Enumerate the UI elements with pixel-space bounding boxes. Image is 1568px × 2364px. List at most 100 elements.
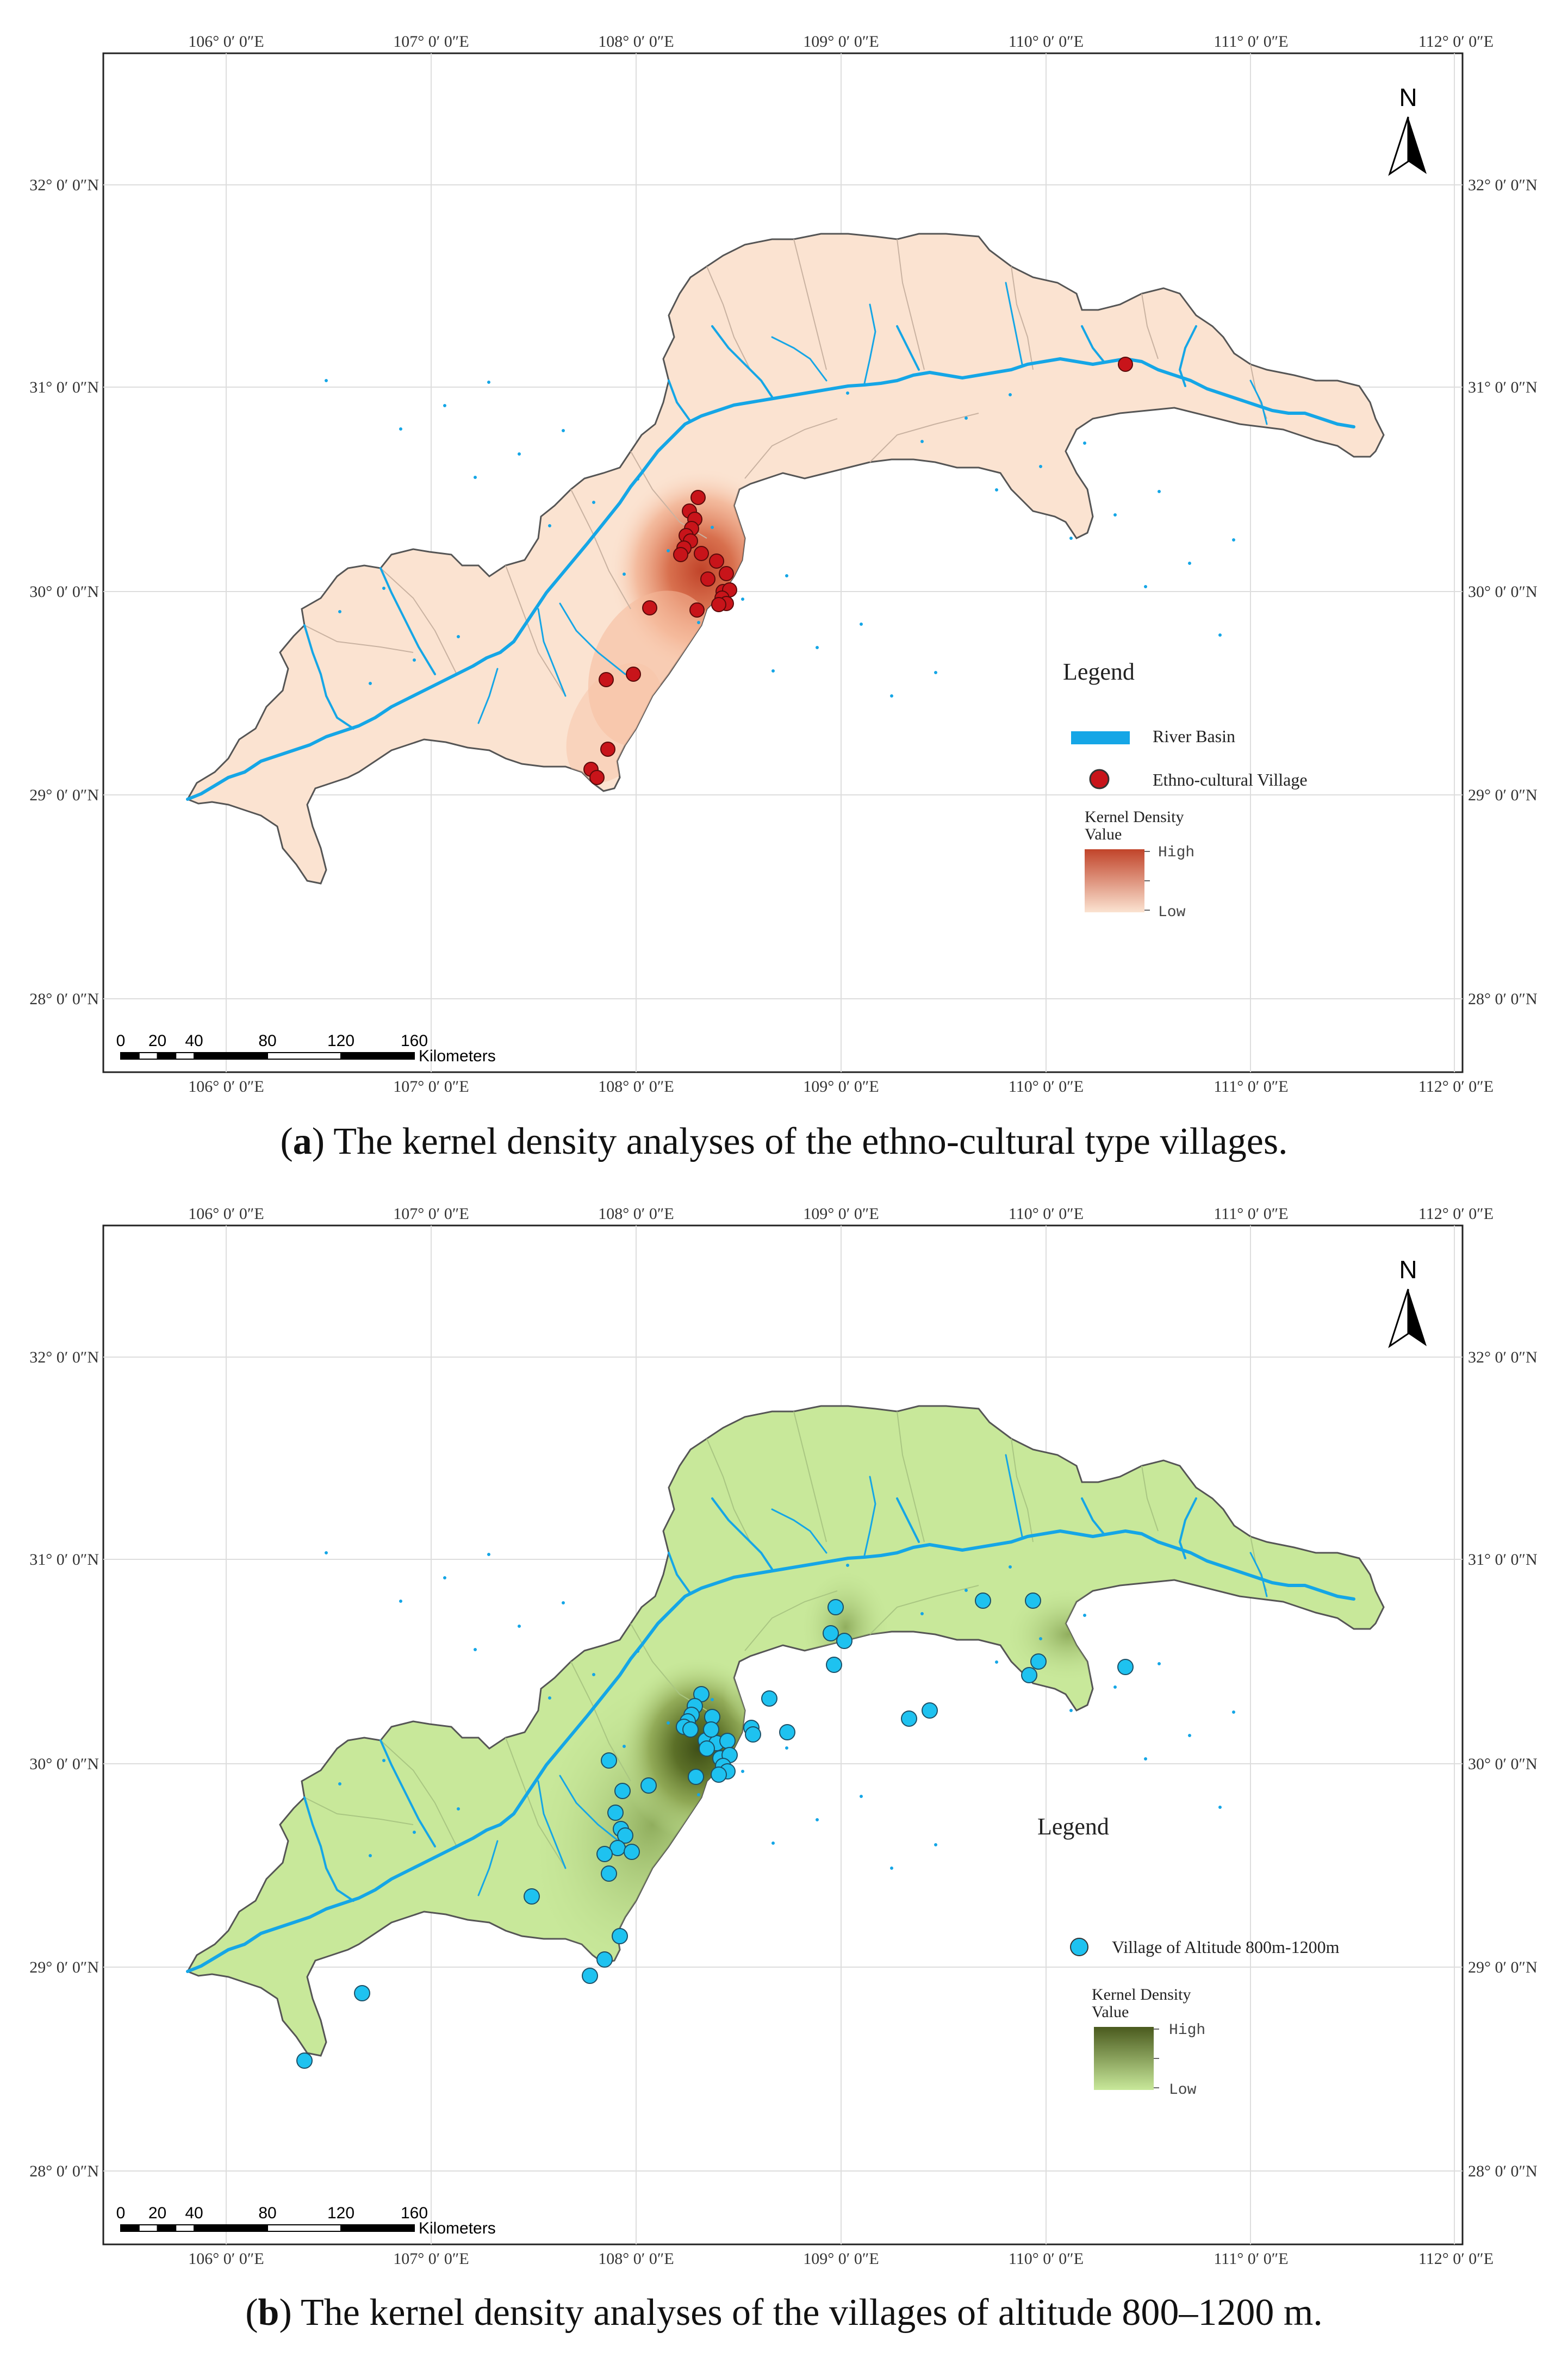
scale-tick-label: 20 (148, 2204, 166, 2222)
longitude-label-top: 108° 0′ 0″E (598, 1205, 674, 1223)
water-body (846, 1564, 849, 1567)
latitude-label-right: 30° 0′ 0″N (1468, 1755, 1538, 1773)
water-body (1188, 562, 1191, 565)
density-ramp (1094, 2027, 1154, 2090)
longitude-label-top: 112° 0′ 0″E (1418, 1205, 1494, 1223)
altitude-village-marker (826, 1657, 842, 1673)
water-body (382, 587, 385, 590)
river-line (1005, 282, 1023, 365)
ethno-cultural-village-marker (673, 547, 688, 562)
longitude-label-bottom: 111° 0′ 0″E (1214, 2250, 1288, 2268)
river-line (379, 1739, 436, 1847)
scale-tick-label: 80 (258, 2204, 276, 2222)
longitude-label-bottom: 106° 0′ 0″E (188, 1078, 264, 1096)
density-high: High (1169, 2022, 1205, 2039)
scale-segment (157, 2224, 177, 2232)
water-body (325, 1551, 328, 1554)
water-body (443, 1576, 446, 1579)
longitude-labels-bottom: 106° 0′ 0″E 107° 0′ 0″E 108° 0′ 0″E 109° 0′… (188, 1078, 1494, 1096)
water-body (1218, 1806, 1222, 1809)
river-line (1081, 1497, 1105, 1535)
scale-tick-label: 40 (185, 2204, 203, 2222)
water-body (934, 671, 937, 674)
ethno-cultural-village-marker (599, 672, 614, 687)
scale-tick-label: 80 (258, 1032, 276, 1050)
north-label: N (1399, 1255, 1417, 1284)
river-line (559, 602, 626, 675)
water-body (785, 574, 788, 577)
latitude-label-left: 29° 0′ 0″N (29, 786, 99, 804)
map-b: 106° 0′ 0″E 107° 0′ 0″E 108° 0′ 0″E 109° 0′… (29, 1205, 1538, 2268)
district-boundary (570, 1661, 631, 1782)
legend-title: Legend (1037, 1813, 1109, 1840)
altitude-village-marker (823, 1625, 839, 1641)
latitude-label-left: 32° 0′ 0″N (29, 176, 99, 194)
water-body (890, 694, 893, 698)
legend: Legend River Basin Ethno-cultural Villag… (1063, 658, 1308, 921)
river-line (477, 668, 499, 724)
river-line (896, 1497, 920, 1543)
water-body (860, 623, 863, 626)
water-body (474, 1648, 477, 1651)
latitude-label-left: 28° 0′ 0″N (29, 990, 99, 1008)
latitude-label-right: 28° 0′ 0″N (1468, 990, 1538, 1008)
scale-tick-label: 160 (401, 1032, 428, 1050)
district-boundary (706, 266, 751, 370)
ethno-cultural-village-marker (600, 742, 615, 757)
latitude-labels-left: 32° 0′ 0″N 31° 0′ 0″N 30° 0′ 0″N 29° 0′ 0″N… (29, 1348, 99, 2180)
scale-unit: Kilometers (419, 1047, 496, 1065)
altitude-village-marker (719, 1733, 736, 1749)
water-body (382, 1759, 385, 1762)
ethno-cultural-village-marker (690, 490, 706, 505)
water-body (636, 477, 639, 481)
water-body (890, 1867, 893, 1870)
water-body (413, 658, 416, 662)
river-line (863, 303, 876, 384)
water-body (413, 1831, 416, 1834)
scale-segment (340, 2224, 415, 2232)
altitude-village-marker (601, 1865, 617, 1882)
longitude-label-bottom: 109° 0′ 0″E (803, 2250, 879, 2268)
river-line (1249, 1552, 1268, 1597)
scale-tick-label: 0 (116, 2204, 126, 2222)
density-high: High (1158, 844, 1194, 861)
water-body (816, 1818, 819, 1821)
district-boundary (570, 489, 631, 609)
legend-village-label: Village of Altitude 800m-1200m (1112, 1937, 1340, 1957)
river-line (668, 1552, 692, 1595)
district-boundary (304, 625, 414, 653)
district-boundary (1141, 1465, 1159, 1532)
water-body (995, 488, 998, 492)
river-line (537, 1780, 567, 1869)
altitude-village-marker (922, 1702, 938, 1719)
water-body (1218, 633, 1222, 637)
water-body (711, 526, 714, 529)
water-body (1039, 465, 1042, 468)
river-line (668, 380, 692, 422)
water-body (1083, 1614, 1086, 1617)
river-line (303, 1796, 354, 1902)
latitude-label-right: 29° 0′ 0″N (1468, 786, 1538, 804)
water-body (667, 549, 670, 552)
latitude-label-left: 29° 0′ 0″N (29, 1958, 99, 1976)
ethno-cultural-village-marker (642, 600, 657, 615)
study-region (186, 233, 1385, 885)
river-line (379, 567, 436, 675)
density-title-2: Value (1085, 825, 1122, 843)
legend: Legend Village of Altitude 800m-1200m Ke… (1037, 1813, 1340, 2099)
longitude-label-bottom: 112° 0′ 0″E (1418, 1078, 1494, 1096)
water-body (1113, 1685, 1117, 1689)
altitude-village-marker (682, 1721, 699, 1738)
altitude-village-marker (779, 1724, 795, 1740)
ethno-cultural-village-marker (694, 546, 709, 561)
altitude-village-marker (1030, 1653, 1047, 1670)
scale-segment (194, 2224, 268, 2232)
longitude-label-top: 109° 0′ 0″E (803, 33, 879, 51)
latitude-labels-right: 32° 0′ 0″N 31° 0′ 0″N 30° 0′ 0″N 29° 0′ 0″N… (1468, 176, 1538, 1008)
ethno-cultural-village-marker (689, 602, 705, 618)
longitude-label-bottom: 109° 0′ 0″E (803, 1078, 879, 1096)
altitude-village-marker (711, 1766, 727, 1783)
district-boundary (505, 1737, 566, 1869)
map-panel-b: 106° 0′ 0″E 107° 0′ 0″E 108° 0′ 0″E 109° 0′… (0, 1182, 1568, 2364)
altitude-village-marker (688, 1769, 704, 1785)
